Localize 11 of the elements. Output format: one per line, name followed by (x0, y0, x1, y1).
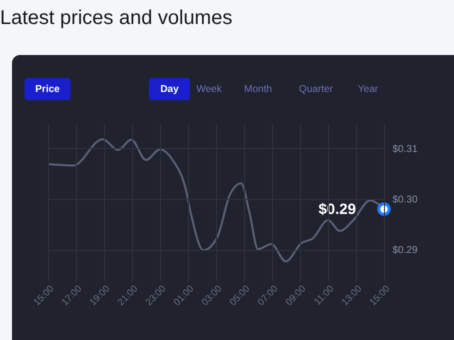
text: Year (358, 84, 379, 95)
chart-title: Latest prices and volumes (0, 7, 232, 29)
text: Week (196, 84, 223, 95)
annotation: $0.29 (318, 201, 356, 218)
text: Quarter (299, 84, 334, 95)
y-tick-label: $0.29 (392, 245, 418, 256)
y-tick-label: $0.30 (392, 194, 418, 206)
text: Month (244, 84, 272, 95)
y-tick-label: $0.31 (392, 144, 418, 155)
text: Day (160, 84, 180, 95)
text: Price (35, 84, 60, 95)
